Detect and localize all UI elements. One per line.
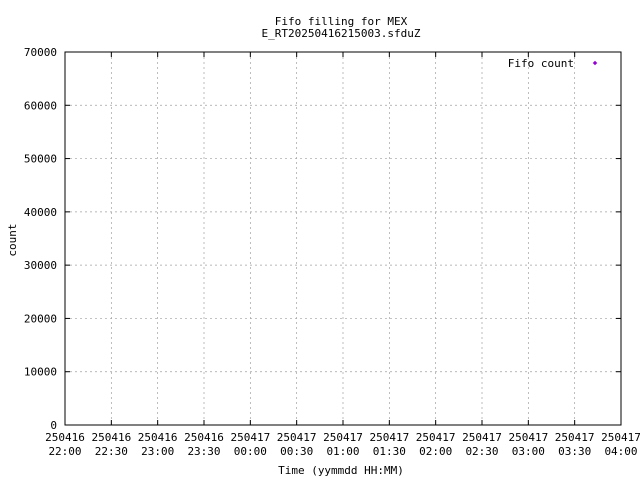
grid-lines — [65, 52, 621, 425]
chart-subtitle: E_RT20250416215003.sfduZ — [262, 27, 421, 40]
x-tick-label-date: 250417 — [277, 431, 317, 444]
legend-marker-diamond — [592, 60, 598, 66]
x-axis: 25041622:0025041622:3025041623:002504162… — [45, 52, 640, 458]
y-tick-label: 20000 — [24, 312, 57, 325]
x-tick-label-time: 00:30 — [280, 445, 313, 458]
legend-label: Fifo count — [508, 57, 574, 70]
x-tick-label-date: 250417 — [555, 431, 595, 444]
x-tick-label-time: 02:00 — [419, 445, 452, 458]
x-tick-label-time: 04:00 — [604, 445, 637, 458]
x-tick-label-time: 01:00 — [326, 445, 359, 458]
x-axis-label: Time (yymmdd HH:MM) — [278, 464, 404, 477]
x-tick-label-time: 23:30 — [187, 445, 220, 458]
x-tick-label-date: 250416 — [45, 431, 85, 444]
x-tick-label-date: 250417 — [323, 431, 363, 444]
x-tick-label-time: 02:30 — [465, 445, 498, 458]
y-tick-label: 50000 — [24, 153, 57, 166]
legend: Fifo count — [508, 57, 598, 70]
x-tick-label-date: 250417 — [508, 431, 548, 444]
y-tick-label: 60000 — [24, 99, 57, 112]
y-axis: 0 10000 20000 30000 40000 50000 60000 70000 — [24, 46, 621, 432]
x-tick-label-time: 22:30 — [95, 445, 128, 458]
x-tick-label-date: 250416 — [138, 431, 178, 444]
y-tick-label: 30000 — [24, 259, 57, 272]
x-tick-label-time: 03:00 — [512, 445, 545, 458]
y-tick-label: 70000 — [24, 46, 57, 59]
y-tick-label: 0 — [50, 419, 57, 432]
x-tick-label-date: 250416 — [184, 431, 224, 444]
x-tick-label-date: 250417 — [416, 431, 456, 444]
x-tick-label-time: 23:00 — [141, 445, 174, 458]
x-tick-label-time: 22:00 — [48, 445, 81, 458]
y-tick-label: 40000 — [24, 206, 57, 219]
x-tick-label-time: 03:30 — [558, 445, 591, 458]
data-points — [65, 0, 587, 424]
chart-title: Fifo filling for MEX — [275, 15, 408, 28]
x-tick-label-date: 250417 — [462, 431, 502, 444]
x-tick-label-date: 250417 — [230, 431, 270, 444]
y-axis-label: count — [6, 223, 19, 256]
y-tick-label: 10000 — [24, 366, 57, 379]
x-tick-label-date: 250417 — [369, 431, 409, 444]
x-tick-label-time: 00:00 — [234, 445, 267, 458]
x-tick-label-date: 250417 — [601, 431, 640, 444]
x-tick-label-time: 01:30 — [373, 445, 406, 458]
x-tick-label-date: 250416 — [91, 431, 131, 444]
